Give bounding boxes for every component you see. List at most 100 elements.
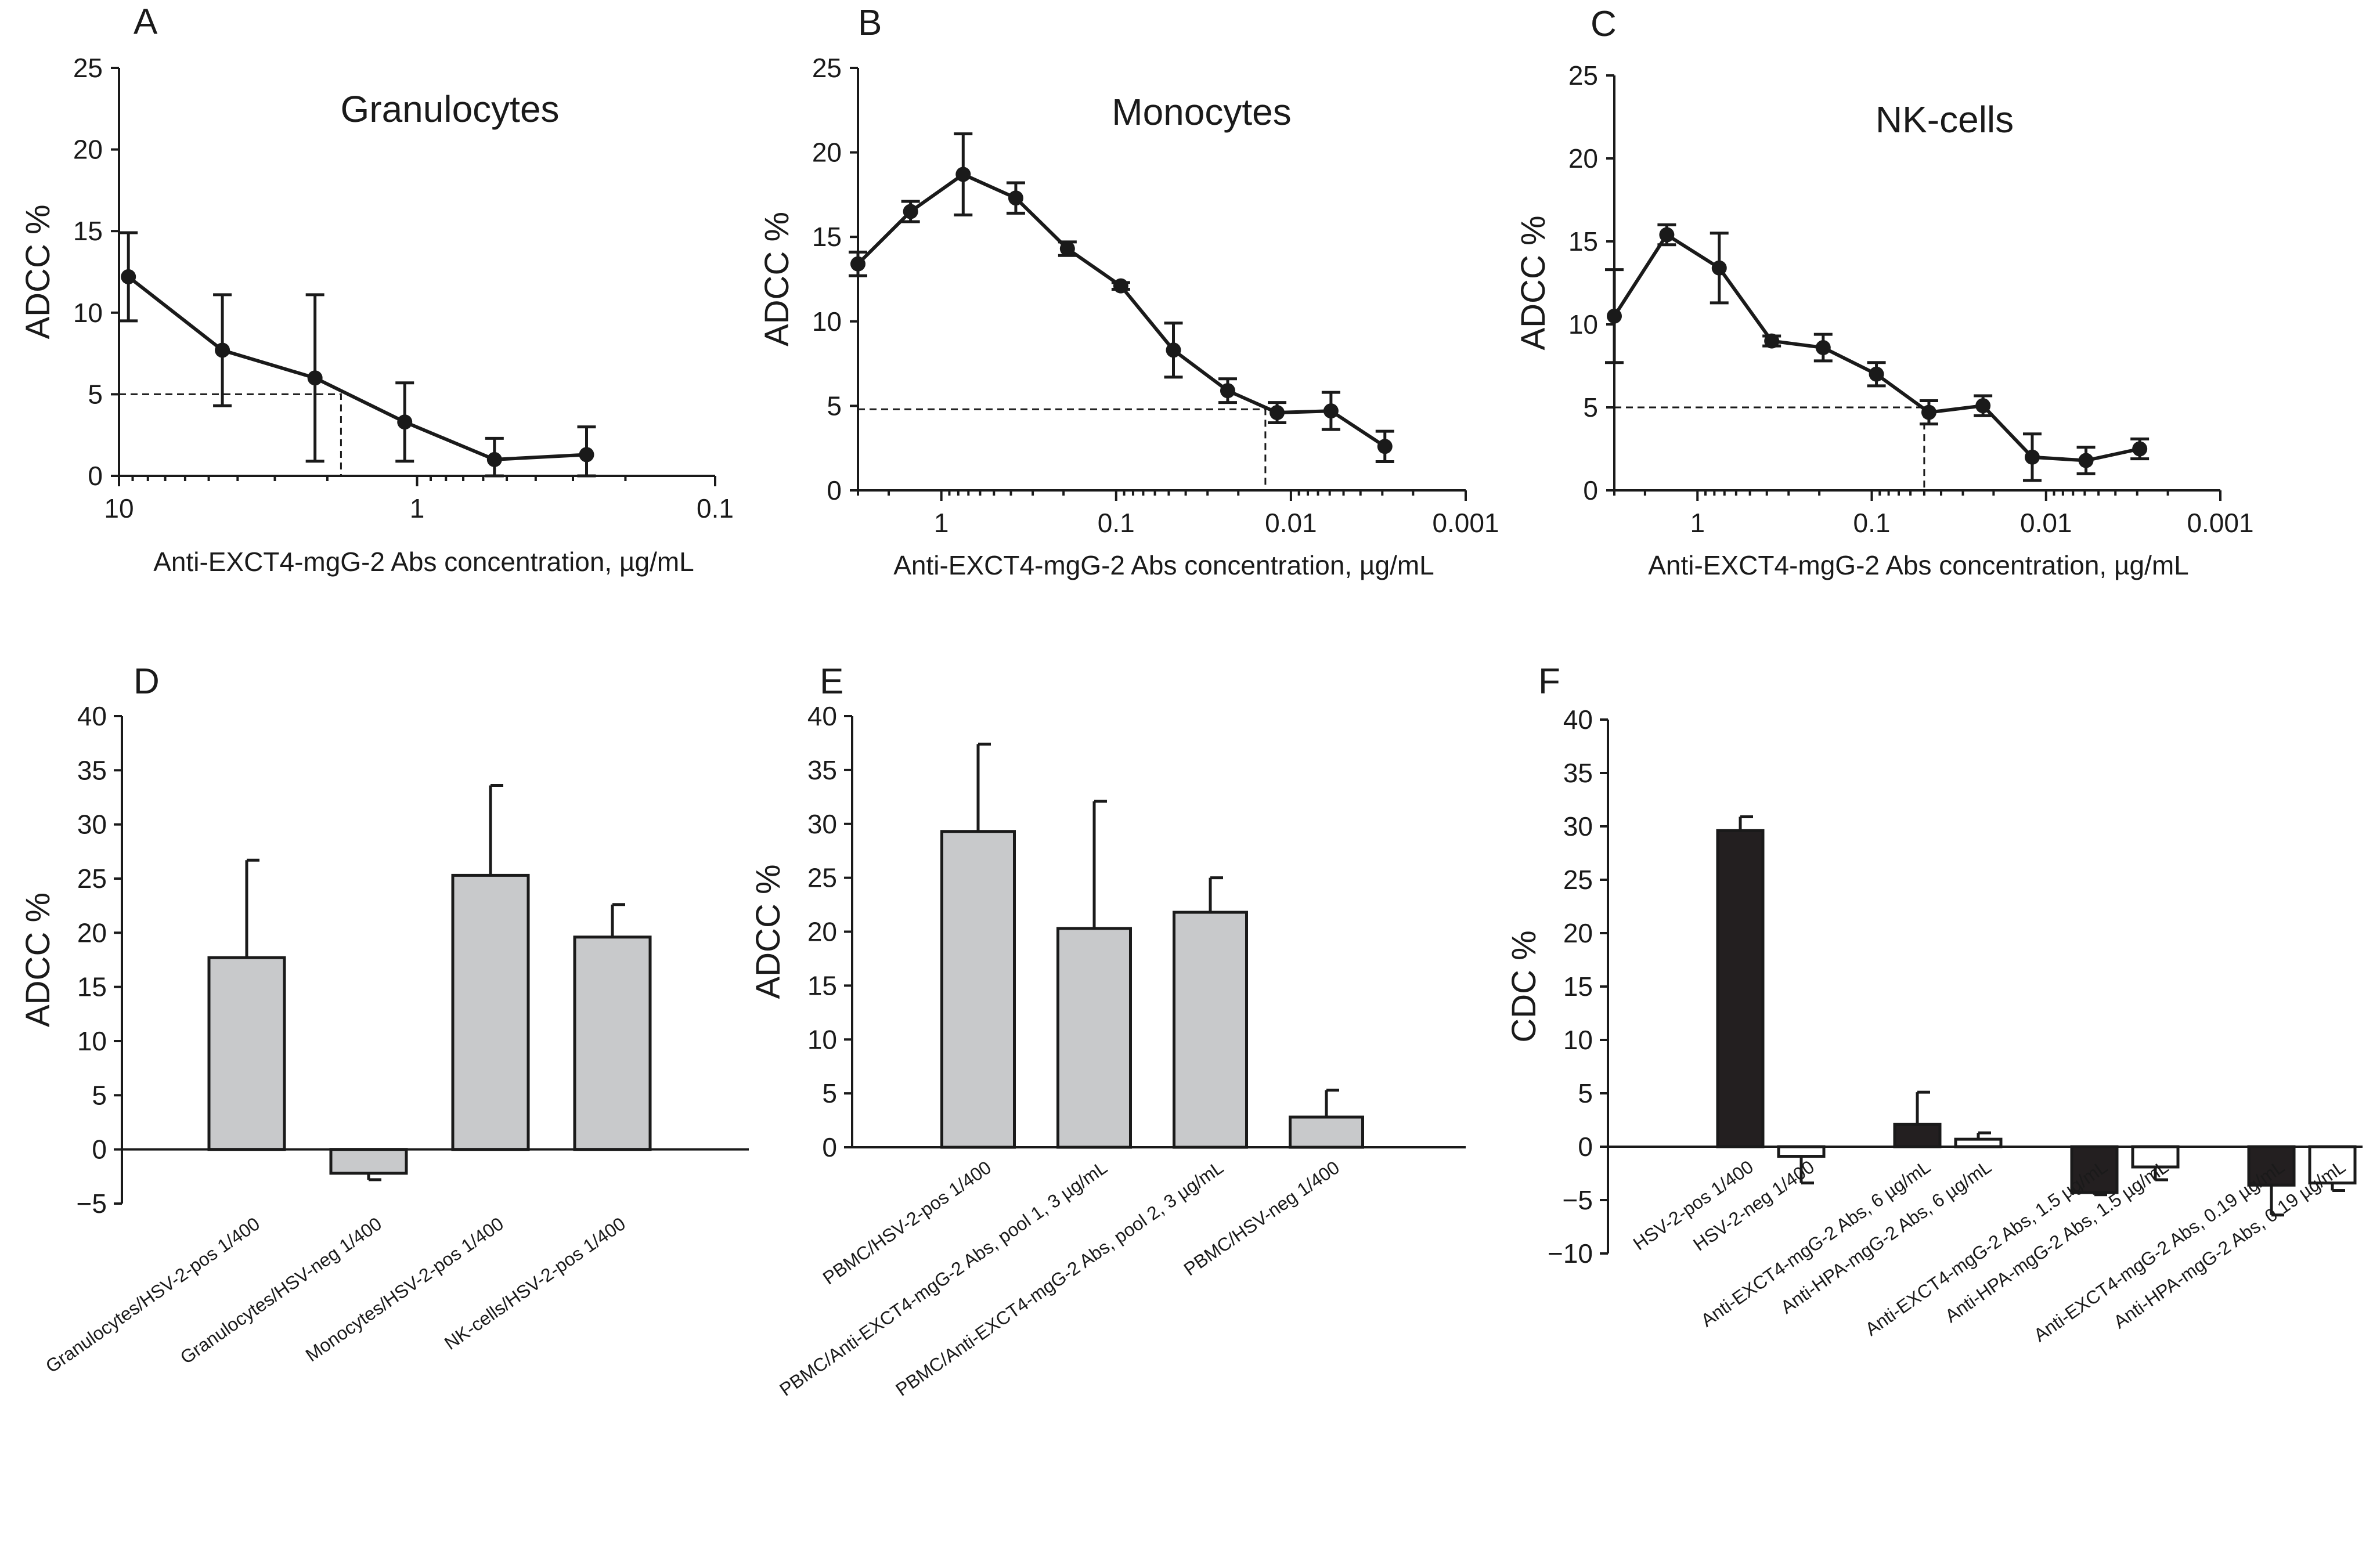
y-tick-label: 0 <box>1578 1132 1593 1162</box>
data-point <box>1059 241 1075 256</box>
data-point <box>903 204 918 219</box>
y-tick-label: 40 <box>77 701 107 731</box>
y-tick-label: 20 <box>807 917 837 947</box>
panel-c-nk-cells-chart: C NK-cells ADCC % Anti-EXCT4-mgG-2 Abs conc… <box>1514 4 2254 580</box>
data-point <box>1377 439 1393 454</box>
y-tick-label: 15 <box>812 222 842 252</box>
y-tick-label: 20 <box>812 138 842 168</box>
data-point <box>1975 398 1991 414</box>
reference-dashed-line <box>858 408 1267 490</box>
y-tick-label: 15 <box>1568 226 1598 256</box>
category-label: Monocytes/HSV-2-pos 1/400 <box>302 1213 507 1365</box>
data-point <box>1711 260 1727 276</box>
bar <box>1173 911 1248 1149</box>
bar <box>1716 829 1765 1148</box>
reference-dashed-line <box>1614 406 1925 490</box>
y-tick-label: 30 <box>77 810 107 840</box>
series-line <box>856 172 1386 448</box>
data-point <box>1220 383 1235 399</box>
y-tick-label: −10 <box>1548 1238 1593 1269</box>
y-tick-label: 25 <box>1568 60 1598 91</box>
y-tick-label: 35 <box>1563 758 1593 788</box>
x-tick-label: 0.01 <box>2020 508 2072 538</box>
y-tick-label: 10 <box>1563 1025 1593 1055</box>
y-tick-label: 20 <box>1563 918 1593 948</box>
bar <box>1056 927 1132 1149</box>
data-point <box>1008 190 1023 206</box>
y-tick-label: 40 <box>807 701 837 731</box>
data-point <box>955 167 971 182</box>
x-tick-label: 0.1 <box>1098 508 1135 538</box>
data-point <box>579 447 594 463</box>
y-tick-label: 5 <box>1578 1078 1593 1108</box>
bar <box>940 830 1016 1149</box>
y-axis-label: ADCC % <box>1514 215 1552 350</box>
y-tick-label: 5 <box>88 379 103 409</box>
panel-label: E <box>820 662 843 702</box>
x-axis-label: Anti-EXCT4-mgG-2 Abs concentration, µg/m… <box>893 550 1434 580</box>
y-tick-label: 35 <box>807 755 837 785</box>
category-label: Granulocytes/HSV-2-pos 1/400 <box>42 1213 264 1377</box>
bar <box>2131 1145 2180 1169</box>
bar <box>329 1148 408 1175</box>
x-tick-label: 1 <box>934 508 949 538</box>
panel-label: A <box>134 2 158 42</box>
bar <box>207 956 286 1151</box>
panel-label: B <box>858 3 882 43</box>
y-axis-label: ADCC % <box>19 893 57 1027</box>
y-tick-label: 25 <box>1563 865 1593 895</box>
data-point <box>1869 366 1884 382</box>
data-point <box>1113 278 1128 294</box>
chart-title: Monocytes <box>1112 91 1291 133</box>
y-tick-label: 20 <box>1568 143 1598 174</box>
y-axis-label: ADCC % <box>749 864 787 999</box>
y-tick-label: 10 <box>73 298 103 328</box>
reference-dashed-line <box>119 393 342 476</box>
data-point <box>2132 441 2148 457</box>
data-point <box>486 451 502 467</box>
y-tick-label: 15 <box>77 972 107 1002</box>
y-tick-label: −5 <box>1563 1185 1593 1215</box>
bar <box>451 873 530 1151</box>
y-tick-label: 10 <box>807 1024 837 1054</box>
panel-label: D <box>134 662 160 702</box>
data-point <box>1323 403 1339 419</box>
bar <box>2070 1145 2119 1194</box>
y-tick-label: 25 <box>73 53 103 83</box>
y-tick-label: 15 <box>1563 971 1593 1002</box>
chart-title: NK-cells <box>1876 99 2014 140</box>
x-tick-label: 0.01 <box>1265 508 1317 538</box>
series-line <box>127 275 587 461</box>
data-point <box>1270 405 1285 421</box>
data-point <box>1607 308 1622 324</box>
x-axis-label: Anti-EXCT4-mgG-2 Abs concentration, µg/m… <box>1648 550 2189 580</box>
y-axis-label: ADCC % <box>19 204 57 339</box>
data-point <box>1921 404 1936 420</box>
panel-b-monocytes-chart: B Monocytes ADCC % Anti-EXCT4-mgG-2 Abs con… <box>758 3 1499 580</box>
y-tick-label: 25 <box>807 863 837 893</box>
data-point <box>2078 453 2094 468</box>
series-line <box>1613 232 2140 463</box>
bar <box>1893 1122 1942 1148</box>
data-point <box>121 269 136 284</box>
x-tick-label: 0.1 <box>1853 508 1891 538</box>
y-tick-label: 10 <box>77 1026 107 1056</box>
data-point <box>2024 449 2040 465</box>
y-tick-label: 20 <box>77 917 107 948</box>
y-tick-label: 0 <box>92 1135 107 1165</box>
x-tick-label: 10 <box>104 493 134 523</box>
y-tick-label: 0 <box>822 1132 837 1162</box>
data-point <box>1166 342 1181 358</box>
bar <box>573 935 652 1151</box>
panel-d-adcc-bar-chart: D ADCC % −5 0 5 10 15 20 25 30 35 40 Granulocytes/HS… <box>19 662 749 1377</box>
x-axis-label: Anti-EXCT4-mgG-2 Abs concentration, µg/m… <box>153 547 694 577</box>
y-tick-label: 0 <box>88 461 103 491</box>
y-tick-label: 25 <box>77 864 107 894</box>
panel-label: C <box>1591 4 1617 44</box>
data-point <box>215 342 230 358</box>
y-tick-label: 20 <box>73 135 103 165</box>
y-axis-label: ADCC % <box>758 212 796 346</box>
y-tick-label: 5 <box>1583 392 1598 422</box>
